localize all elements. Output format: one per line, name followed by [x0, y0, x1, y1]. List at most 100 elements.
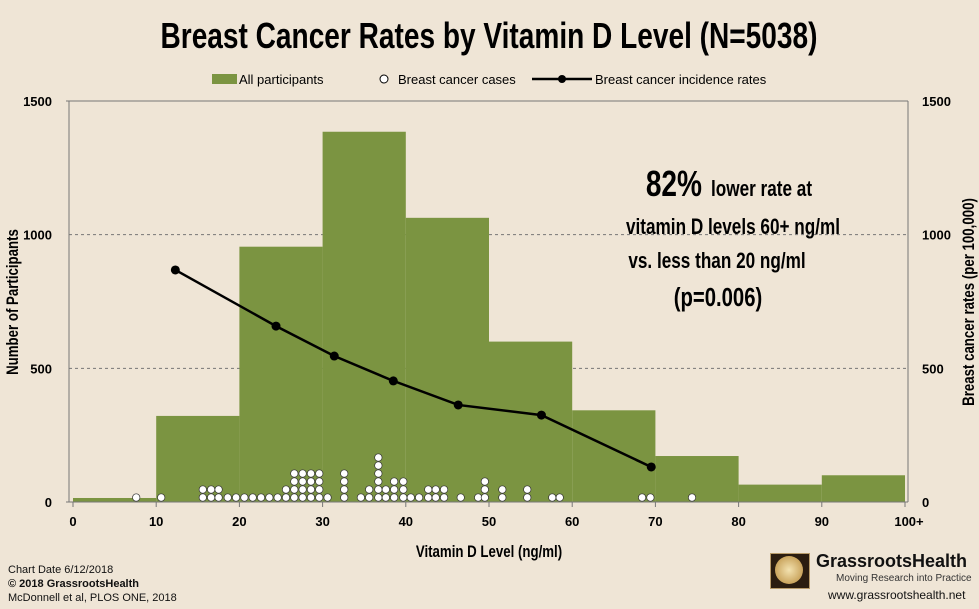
case-dot [440, 493, 449, 502]
case-dot [548, 493, 557, 502]
case-dot [240, 493, 249, 502]
bar [738, 484, 822, 502]
case-dot [281, 493, 291, 502]
case-dot [298, 477, 307, 486]
case-dot [298, 485, 307, 494]
case-dot [198, 493, 207, 502]
y2-tick-label: 0 [922, 495, 929, 510]
footer: Chart Date 6/12/2018 © 2018 GrassrootsHe… [8, 563, 177, 605]
vitruvian-man-icon [770, 553, 810, 589]
case-dot [399, 477, 408, 486]
case-dot [399, 493, 408, 502]
legend-swatch-line-marker [558, 75, 566, 83]
case-dot [474, 493, 483, 502]
case-dot [687, 493, 697, 502]
case-dot [315, 477, 324, 486]
logo-url: www.grassrootshealth.net [828, 588, 966, 602]
case-dot [374, 461, 383, 470]
legend-swatch-cases [379, 74, 389, 84]
annotation-line1: lower rate at [711, 177, 812, 202]
annotation: 82% lower rate at vitamin D levels 60+ n… [626, 164, 840, 312]
x-tick-label: 30 [315, 514, 329, 529]
case-dot [223, 493, 232, 502]
case-dot [281, 485, 291, 494]
case-dot [256, 493, 266, 502]
case-dot [315, 469, 324, 478]
case-dot [298, 493, 307, 502]
case-dot [298, 469, 307, 478]
case-dot [374, 493, 383, 502]
incidence-point [646, 462, 656, 472]
case-dot [555, 493, 564, 502]
y-tick-label: 1500 [23, 94, 52, 109]
case-dot [456, 493, 465, 502]
citation: McDonnell et al, PLOS ONE, 2018 [8, 592, 177, 604]
bar [239, 246, 323, 502]
incidence-point [453, 400, 463, 410]
legend: All participants Breast cancer cases Bre… [212, 72, 767, 87]
case-dot [638, 493, 647, 502]
case-dot [415, 493, 424, 502]
case-dot [214, 493, 223, 502]
y2-tick-label: 1000 [922, 228, 951, 243]
case-dot [374, 477, 383, 486]
case-dot [374, 485, 383, 494]
case-dot [157, 493, 166, 502]
case-dot [480, 485, 489, 494]
case-dot [207, 485, 216, 494]
case-dot [207, 493, 216, 502]
logo-tagline: Moving Research into Practice [836, 573, 972, 584]
case-dot [431, 485, 440, 494]
case-dot [248, 493, 257, 502]
logo-name: GrassrootsHealth [816, 551, 968, 571]
case-dots [132, 453, 697, 502]
case-dot [406, 493, 415, 502]
case-dot [290, 485, 299, 494]
case-dot [340, 493, 349, 502]
y-axis-label: Number of Participants [4, 229, 23, 375]
bar [655, 456, 739, 502]
case-dot [306, 477, 316, 486]
case-dot [340, 477, 349, 486]
y-tick-label: 1000 [23, 228, 52, 243]
x-tick-label: 20 [232, 514, 246, 529]
legend-swatch-bars [212, 74, 237, 84]
case-dot [132, 493, 141, 502]
case-dot [365, 493, 374, 502]
bar [821, 475, 905, 502]
case-dot [390, 477, 399, 486]
bar [572, 410, 656, 502]
incidence-point [329, 351, 339, 361]
incidence-point [536, 410, 546, 420]
axes [66, 101, 909, 507]
case-dot [381, 485, 390, 494]
case-dot [424, 493, 433, 502]
case-dot [306, 493, 316, 502]
case-dot [431, 493, 440, 502]
bar [73, 497, 157, 502]
case-dot [306, 485, 316, 494]
case-dot [290, 477, 299, 486]
case-dot [290, 493, 299, 502]
legend-label-bars: All participants [239, 72, 324, 87]
annotation-line4: (p=0.006) [674, 283, 762, 312]
bar [156, 415, 240, 502]
case-dot [498, 493, 507, 502]
case-dot [440, 485, 449, 494]
gridlines [66, 100, 908, 369]
case-dot [306, 469, 316, 478]
case-dot [399, 485, 408, 494]
case-dot [523, 485, 532, 494]
annotation-line2: vitamin D levels 60+ ng/ml [626, 215, 840, 240]
case-dot [390, 485, 399, 494]
case-dot [381, 493, 390, 502]
annotation-percent: 82% [646, 164, 702, 204]
case-dot [273, 493, 282, 502]
case-dot [356, 493, 365, 502]
case-dot [323, 493, 332, 502]
x-tick-label: 70 [648, 514, 662, 529]
case-dot [198, 485, 207, 494]
case-dot [340, 469, 349, 478]
x-tick-label: 100+ [894, 514, 924, 529]
case-dot [390, 493, 399, 502]
